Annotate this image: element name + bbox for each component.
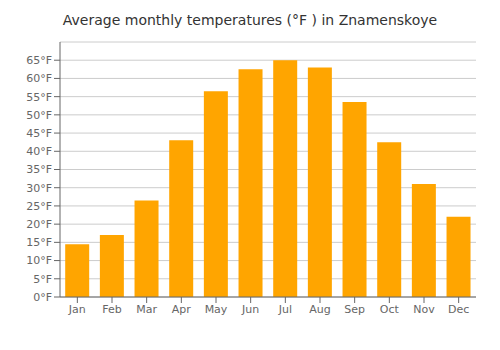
svg-text:Jan: Jan xyxy=(68,303,86,316)
svg-text:Sep: Sep xyxy=(344,303,365,316)
html-text:Average monthly temperatures (: Average monthly temperatures (°F ) in Zn… xyxy=(62,12,438,28)
svg-text:Oct: Oct xyxy=(380,303,400,316)
svg-text:Jul: Jul xyxy=(278,303,292,316)
svg-text:Mar: Mar xyxy=(136,303,157,316)
svg-text:30°F: 30°F xyxy=(26,182,52,195)
svg-text:40°F: 40°F xyxy=(26,145,52,158)
svg-text:0°F: 0°F xyxy=(33,291,52,304)
svg-text:Jun: Jun xyxy=(241,303,259,316)
svg-text:20°F: 20°F xyxy=(26,218,52,231)
svg-text:10°F: 10°F xyxy=(26,254,52,267)
svg-text:Apr: Apr xyxy=(172,303,192,316)
svg-text:55°F: 55°F xyxy=(26,91,52,104)
svg-text:Feb: Feb xyxy=(102,303,121,316)
svg-text:15°F: 15°F xyxy=(26,236,52,249)
svg-text:Nov: Nov xyxy=(413,303,435,316)
svg-text:Dec: Dec xyxy=(448,303,469,316)
svg-text:Aug: Aug xyxy=(309,303,330,316)
svg-text:65°F: 65°F xyxy=(26,54,52,67)
svg-text:50°F: 50°F xyxy=(26,109,52,122)
svg-text:45°F: 45°F xyxy=(26,127,52,140)
svg-text:35°F: 35°F xyxy=(26,163,52,176)
svg-text:25°F: 25°F xyxy=(26,200,52,213)
svg-text:60°F: 60°F xyxy=(26,72,52,85)
svg-text:May: May xyxy=(205,303,228,316)
svg-text:5°F: 5°F xyxy=(33,273,52,286)
